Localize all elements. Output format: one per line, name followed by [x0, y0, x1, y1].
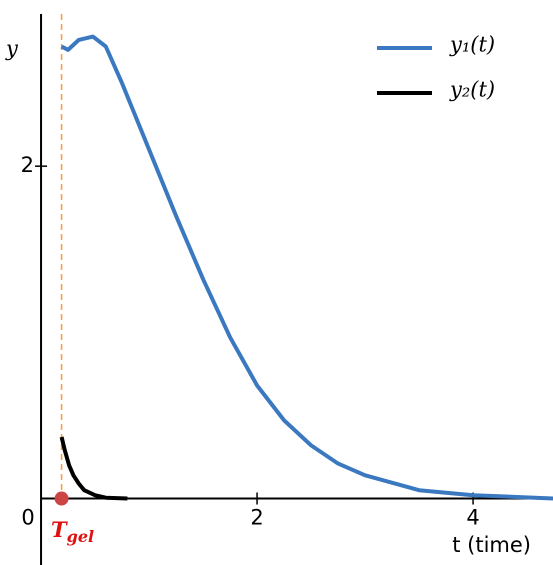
x-tick-label: 2	[250, 506, 263, 530]
x-axis-label: t (time)	[452, 533, 531, 557]
gel-marker	[54, 491, 69, 506]
series-line	[60, 34, 553, 501]
gel-label-sub: gel	[67, 527, 94, 546]
y-axis-label: y	[5, 37, 19, 61]
legend-label: y₁(t)	[449, 33, 495, 57]
x-tick-label: 0	[21, 506, 34, 530]
gel-label-main: T	[51, 517, 68, 542]
series-line	[59, 436, 128, 501]
legend-label: y₂(t)	[449, 78, 495, 102]
gel-label: Tgel	[51, 517, 94, 546]
x-tick-label: 4	[466, 506, 479, 530]
y-tick-label: 2	[21, 153, 34, 177]
